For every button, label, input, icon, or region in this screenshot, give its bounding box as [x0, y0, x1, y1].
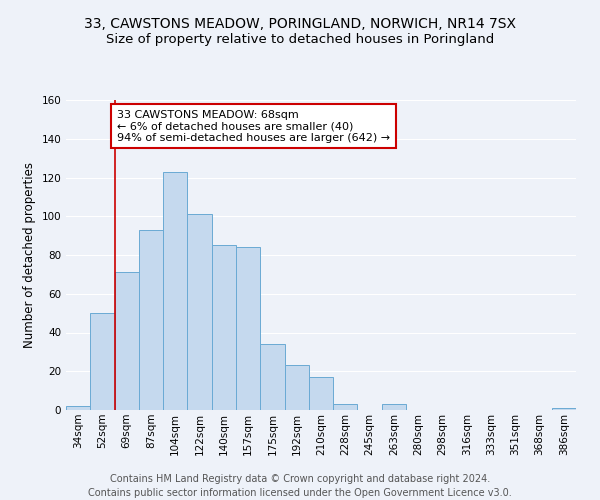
Bar	[260, 344, 284, 410]
Text: 33, CAWSTONS MEADOW, PORINGLAND, NORWICH, NR14 7SX: 33, CAWSTONS MEADOW, PORINGLAND, NORWICH…	[84, 18, 516, 32]
Bar	[66, 406, 90, 410]
Bar	[333, 404, 358, 410]
Text: Size of property relative to detached houses in Poringland: Size of property relative to detached ho…	[106, 32, 494, 46]
Bar	[236, 247, 260, 410]
Bar	[212, 246, 236, 410]
Bar	[115, 272, 139, 410]
Bar	[139, 230, 163, 410]
Bar	[90, 313, 115, 410]
Bar	[284, 366, 309, 410]
Bar	[309, 377, 333, 410]
Text: Contains HM Land Registry data © Crown copyright and database right 2024.
Contai: Contains HM Land Registry data © Crown c…	[88, 474, 512, 498]
Bar	[382, 404, 406, 410]
Bar	[187, 214, 212, 410]
Text: 33 CAWSTONS MEADOW: 68sqm
← 6% of detached houses are smaller (40)
94% of semi-d: 33 CAWSTONS MEADOW: 68sqm ← 6% of detach…	[117, 110, 390, 143]
Bar	[552, 408, 576, 410]
Y-axis label: Number of detached properties: Number of detached properties	[23, 162, 36, 348]
Bar	[163, 172, 187, 410]
